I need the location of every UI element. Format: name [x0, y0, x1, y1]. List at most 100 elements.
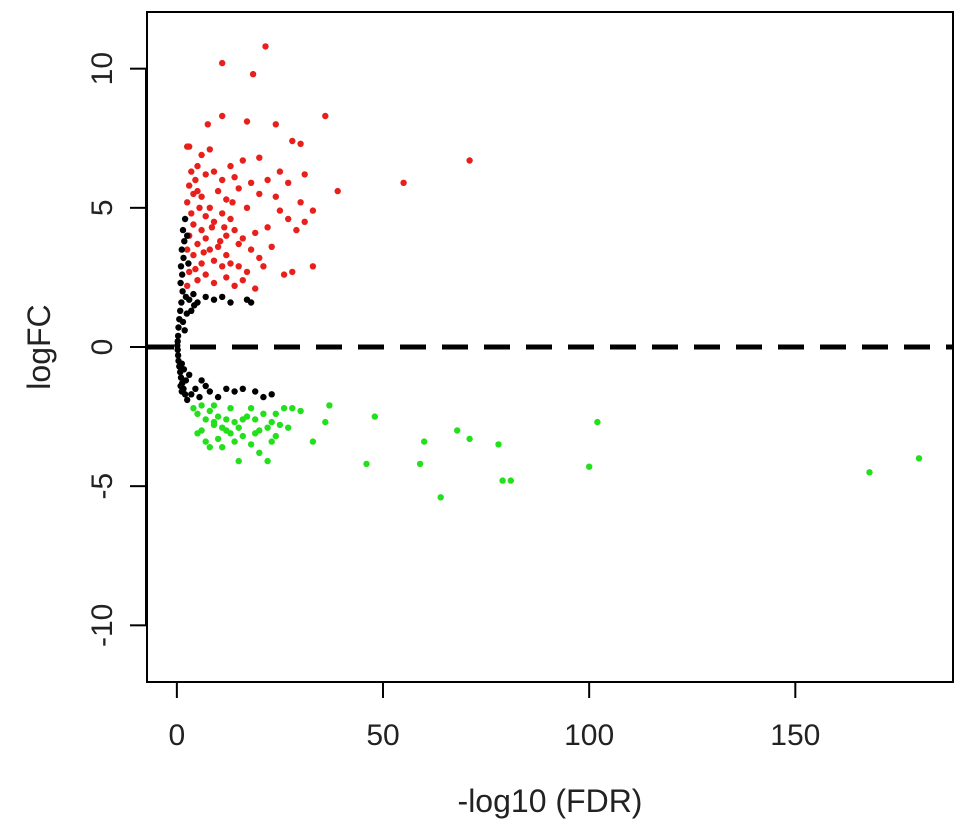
data-point-s2 [194, 410, 201, 417]
data-point-s0 [309, 207, 317, 214]
data-point-s0 [272, 193, 279, 200]
data-point-s1 [192, 385, 199, 392]
data-point-s2 [206, 407, 213, 415]
data-point-s0 [202, 213, 209, 220]
data-point-s0 [194, 240, 201, 248]
data-point-s0 [235, 263, 242, 270]
data-point-s0 [210, 257, 218, 264]
data-point-s0 [206, 204, 213, 211]
data-point-s2 [915, 455, 923, 462]
data-point-s0 [260, 263, 267, 270]
data-point-s2 [276, 421, 284, 429]
data-point-s0 [194, 162, 201, 170]
data-point-s0 [206, 146, 213, 153]
data-point-s1 [202, 382, 209, 390]
data-point-s1 [206, 388, 213, 395]
data-point-s2 [272, 432, 279, 440]
data-point-s0 [227, 260, 234, 267]
data-point-s1 [181, 238, 188, 245]
data-point-s2 [268, 418, 275, 426]
data-point-s0 [280, 271, 288, 278]
y-tick-label: 10 [86, 52, 119, 85]
data-point-s0 [202, 235, 209, 242]
data-point-s1 [178, 246, 185, 253]
data-point-s1 [179, 226, 187, 234]
data-point-s0 [210, 218, 218, 225]
data-point-s0 [214, 243, 222, 250]
data-point-s2 [231, 418, 238, 426]
data-point-s1 [179, 288, 186, 295]
data-point-s0 [301, 218, 308, 225]
data-point-s2 [309, 438, 317, 445]
data-point-s2 [235, 424, 242, 431]
data-point-s0 [198, 226, 205, 234]
data-point-s0 [184, 246, 191, 253]
data-point-s0 [210, 168, 218, 175]
data-point-s1 [190, 290, 197, 298]
data-point-s0 [190, 221, 197, 228]
data-point-s0 [256, 190, 263, 198]
data-point-s0 [198, 193, 205, 200]
y-axis-title: logFC [21, 304, 57, 389]
data-point-s1 [185, 260, 192, 267]
data-point-s0 [227, 162, 234, 170]
data-point-s0 [243, 204, 251, 211]
data-point-s0 [206, 246, 213, 253]
data-point-s1 [243, 296, 251, 303]
data-point-s1 [174, 332, 182, 340]
data-point-s1 [180, 254, 187, 262]
data-point-s0 [202, 271, 209, 278]
data-point-s2 [219, 444, 226, 451]
data-point-s2 [247, 441, 255, 448]
x-tick-label: 150 [770, 719, 820, 752]
data-point-s0 [223, 251, 230, 259]
data-point-s0 [192, 176, 199, 184]
data-point-s0 [301, 171, 308, 178]
data-point-s0 [334, 187, 341, 195]
data-point-s0 [247, 246, 255, 253]
data-point-s2 [454, 427, 461, 434]
data-point-s0 [285, 215, 292, 223]
data-point-s0 [289, 268, 296, 276]
y-tick-label: -5 [86, 473, 119, 500]
data-point-s1 [179, 318, 187, 326]
data-point-s1 [227, 299, 234, 306]
y-tick-label: 5 [86, 199, 119, 216]
data-point-s2 [280, 405, 288, 412]
data-point-s0 [276, 168, 284, 175]
data-point-s0 [231, 174, 238, 181]
data-point-s0 [322, 112, 329, 120]
data-point-s0 [231, 226, 238, 234]
data-point-s0 [217, 238, 224, 245]
data-point-s0 [186, 143, 193, 150]
data-point-s1 [181, 327, 188, 334]
data-point-s0 [276, 207, 284, 214]
data-point-s2 [202, 416, 209, 423]
y-tick-label: 0 [86, 339, 119, 356]
data-point-s1 [184, 396, 191, 404]
data-point-s1 [214, 393, 222, 401]
data-point-s2 [421, 438, 428, 445]
data-point-s0 [184, 199, 191, 206]
data-point-s0 [214, 187, 222, 195]
data-point-s2 [252, 416, 259, 423]
data-point-s0 [221, 224, 228, 231]
data-point-s1 [177, 374, 185, 381]
data-point-s1 [177, 279, 184, 287]
data-point-s1 [231, 388, 238, 395]
data-point-s0 [208, 224, 216, 231]
data-point-s2 [466, 435, 473, 443]
x-axis-title: -log10 (FDR) [458, 783, 643, 819]
data-point-s0 [400, 179, 407, 186]
data-point-s2 [227, 405, 234, 412]
data-point-s1 [182, 377, 190, 384]
data-point-s2 [260, 410, 267, 417]
data-point-s1 [177, 307, 184, 314]
data-point-s1 [219, 293, 226, 301]
data-point-s0 [466, 157, 473, 164]
data-point-s0 [249, 71, 257, 78]
data-point-s1 [223, 385, 230, 392]
data-point-s1 [210, 296, 218, 303]
data-point-s2 [190, 405, 197, 412]
data-point-s0 [227, 215, 234, 223]
